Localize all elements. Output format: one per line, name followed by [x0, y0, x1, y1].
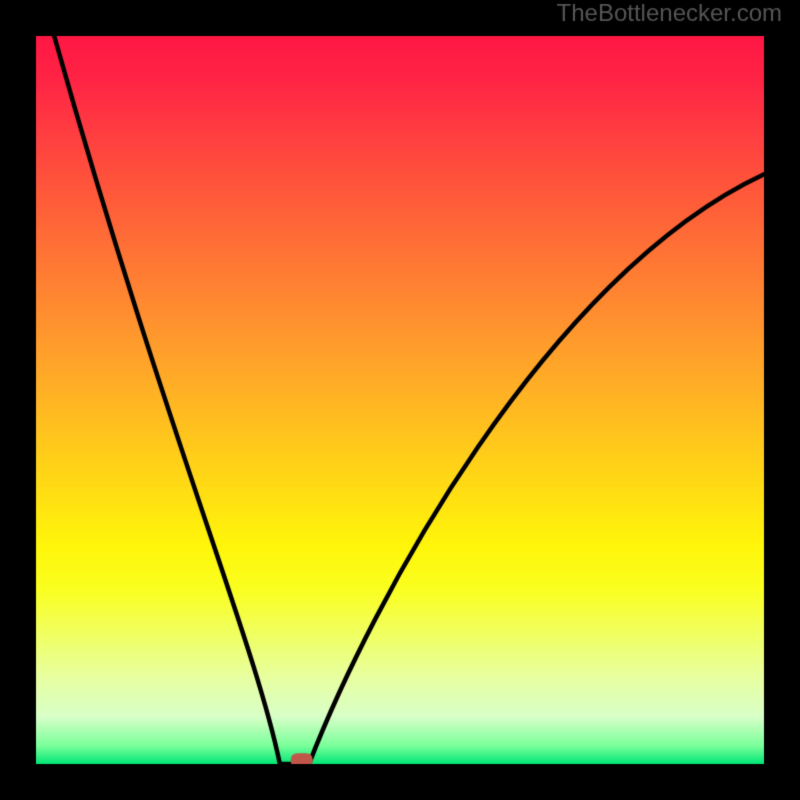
bottleneck-chart	[0, 0, 800, 800]
